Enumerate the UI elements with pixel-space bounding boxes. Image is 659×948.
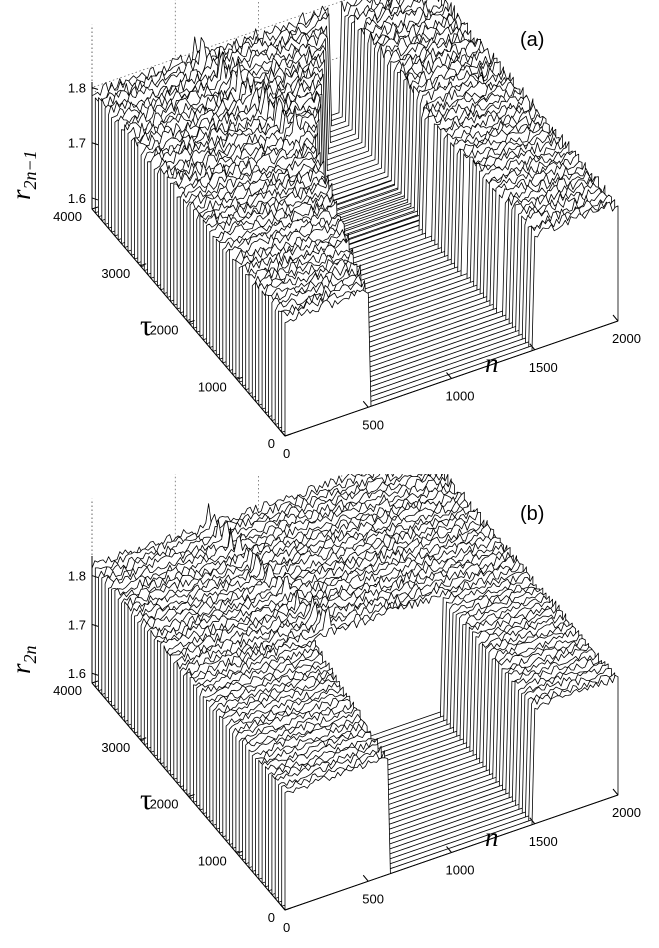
r-tick-label: 1.7 xyxy=(68,617,86,632)
n-tick-label: 1000 xyxy=(446,863,475,878)
n-tick-label: 0 xyxy=(283,920,290,935)
tau-tick-label: 1000 xyxy=(198,853,227,868)
n-tick-mark xyxy=(362,874,369,882)
tau-tick-mark xyxy=(91,680,99,684)
tau-tick-label: 3000 xyxy=(101,740,130,755)
tau-tick-label: 0 xyxy=(268,436,275,451)
r-axis-label: r2n xyxy=(6,645,40,674)
n-tick-label: 0 xyxy=(283,446,290,461)
tau-tick-mark xyxy=(236,850,243,854)
n-tick-label: 1500 xyxy=(529,834,558,849)
grid-line-r xyxy=(91,0,347,315)
n-tick-mark xyxy=(612,314,619,322)
n-tick-label: 500 xyxy=(362,891,384,906)
r-tick-label: 1.8 xyxy=(68,569,86,584)
r-tick-mark xyxy=(91,142,99,146)
panel-b: 0 500 1000 1500 2000 0 1000 2000 3000 4000 1.6 1.7 1… xyxy=(0,474,659,948)
n-tick-mark xyxy=(279,903,286,911)
r-tick-mark xyxy=(91,197,99,201)
tau-tick-mark xyxy=(284,907,292,911)
tau-tick-label: 4000 xyxy=(53,209,82,224)
r-tick-mark xyxy=(91,623,99,627)
waterfall-ribbons xyxy=(91,474,619,911)
tau-tick-label: 1000 xyxy=(198,379,227,394)
r-axis-label-main: r xyxy=(6,663,36,674)
tau-tick-label: 0 xyxy=(268,910,275,925)
panel-a: 0 500 1000 1500 2000 0 1000 2000 3000 4000 1.6 1.7 1… xyxy=(6,0,641,461)
tau-tick-label: 2000 xyxy=(150,797,179,812)
r-tick-label: 1.6 xyxy=(68,191,86,206)
n-tick-label: 2000 xyxy=(612,331,641,346)
panel-label: (b) xyxy=(520,503,544,525)
r-tick-label: 1.6 xyxy=(68,666,86,681)
n-tick-mark xyxy=(446,846,452,853)
panel-label: (a) xyxy=(520,29,544,51)
tau-axis-label: τ xyxy=(140,783,152,816)
n-tick-mark xyxy=(529,817,536,825)
waterfall-ribbons xyxy=(91,0,619,437)
tau-tick-mark xyxy=(91,206,99,210)
r-tick-mark xyxy=(91,575,99,579)
r-tick-label: 1.8 xyxy=(68,81,86,96)
waterfall-chart-b: 0 500 1000 1500 2000 0 1000 2000 3000 4000 1.6 1.7 1… xyxy=(6,474,641,935)
n-tick-mark xyxy=(279,429,286,437)
r-axis-label-sub: 2n−1 xyxy=(20,150,40,189)
tau-tick-mark xyxy=(284,433,292,437)
r-axis-label-main: r xyxy=(6,189,36,200)
tau-tick-label: 4000 xyxy=(53,683,82,698)
tau-tick-label: 3000 xyxy=(101,266,130,281)
r-axis-label: r2n−1 xyxy=(6,150,40,200)
waterfall-chart-a: 0 500 1000 1500 2000 0 1000 2000 3000 4000 1.6 1.7 1… xyxy=(6,0,641,461)
n-tick-label: 1000 xyxy=(446,389,475,404)
n-tick-label: 500 xyxy=(362,417,384,432)
r-axis-label-sub: 2n xyxy=(20,645,40,663)
n-axis-label: n xyxy=(485,348,499,378)
tau-tick-mark xyxy=(188,794,195,797)
r-tick-label: 1.7 xyxy=(68,136,86,151)
n-tick-mark xyxy=(529,343,536,351)
n-axis-label: n xyxy=(485,822,499,852)
n-tick-mark xyxy=(446,372,452,379)
tau-tick-label: 2000 xyxy=(150,323,179,338)
n-tick-mark xyxy=(612,788,619,796)
axes: 0 500 1000 1500 2000 0 1000 2000 3000 4000 1.6 1.7 1… xyxy=(53,81,641,461)
n-tick-label: 2000 xyxy=(612,805,641,820)
r-tick-mark xyxy=(91,87,99,90)
axes: 0 500 1000 1500 2000 0 1000 2000 3000 4000 1.6 1.7 1… xyxy=(53,556,641,935)
tau-tick-mark xyxy=(188,320,195,323)
tau-tick-mark xyxy=(140,737,147,741)
r-tick-mark xyxy=(91,672,99,676)
n-tick-label: 1500 xyxy=(529,360,558,375)
tau-axis-label: τ xyxy=(140,309,152,342)
n-tick-mark xyxy=(362,400,369,408)
tau-tick-mark xyxy=(236,376,243,380)
tau-tick-mark xyxy=(140,263,147,267)
